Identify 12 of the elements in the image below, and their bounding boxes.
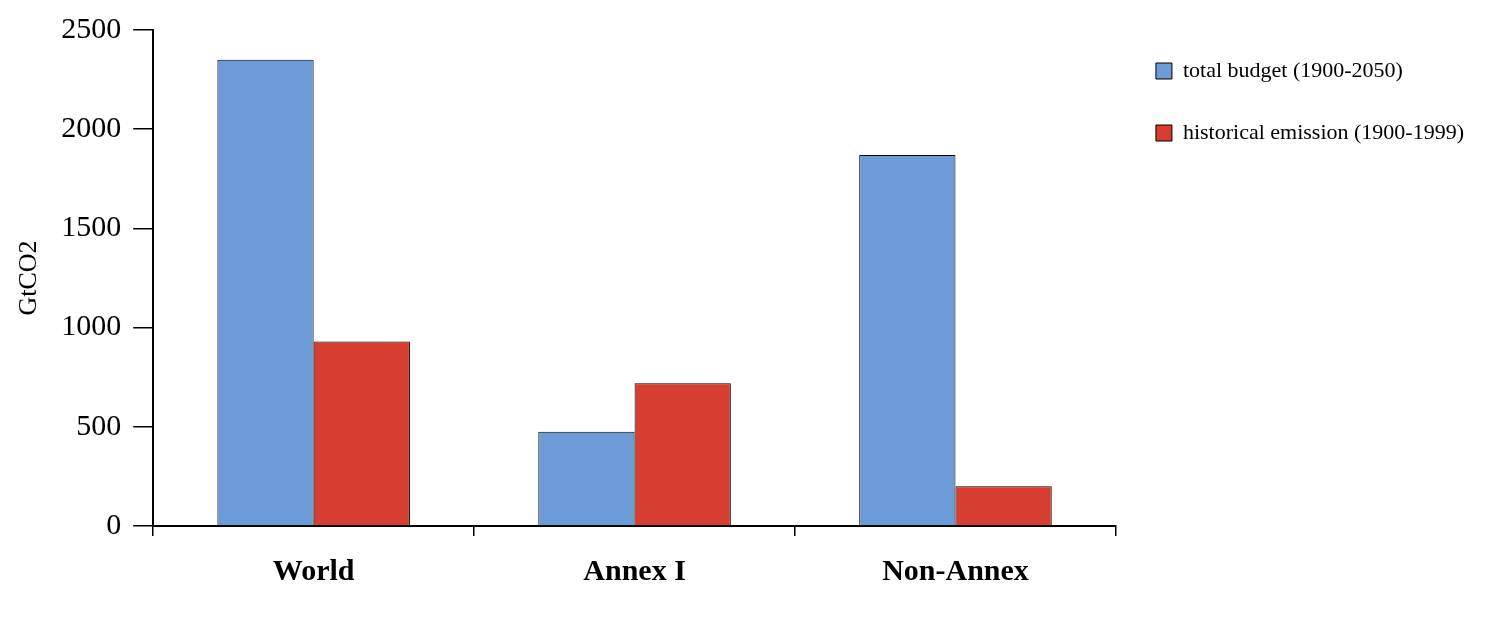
y-tick-label: 500 [76,407,122,441]
legend-label: historical emission (1900-1999) [1182,118,1465,144]
y-tick-label: 2000 [61,110,122,144]
y-tick-label: 1500 [61,209,122,243]
y-axis-title: GtCO2 [13,240,43,316]
x-tick-label: Non-Annex [882,552,1029,586]
y-tick-label: 2500 [61,10,122,44]
x-tick-label: World [272,552,355,586]
x-tick-label: Annex I [583,552,686,586]
y-tick-label: 1000 [61,308,122,342]
y-tick-label: 0 [106,506,122,540]
legend-label: total budget (1900-2050) [1182,56,1403,82]
